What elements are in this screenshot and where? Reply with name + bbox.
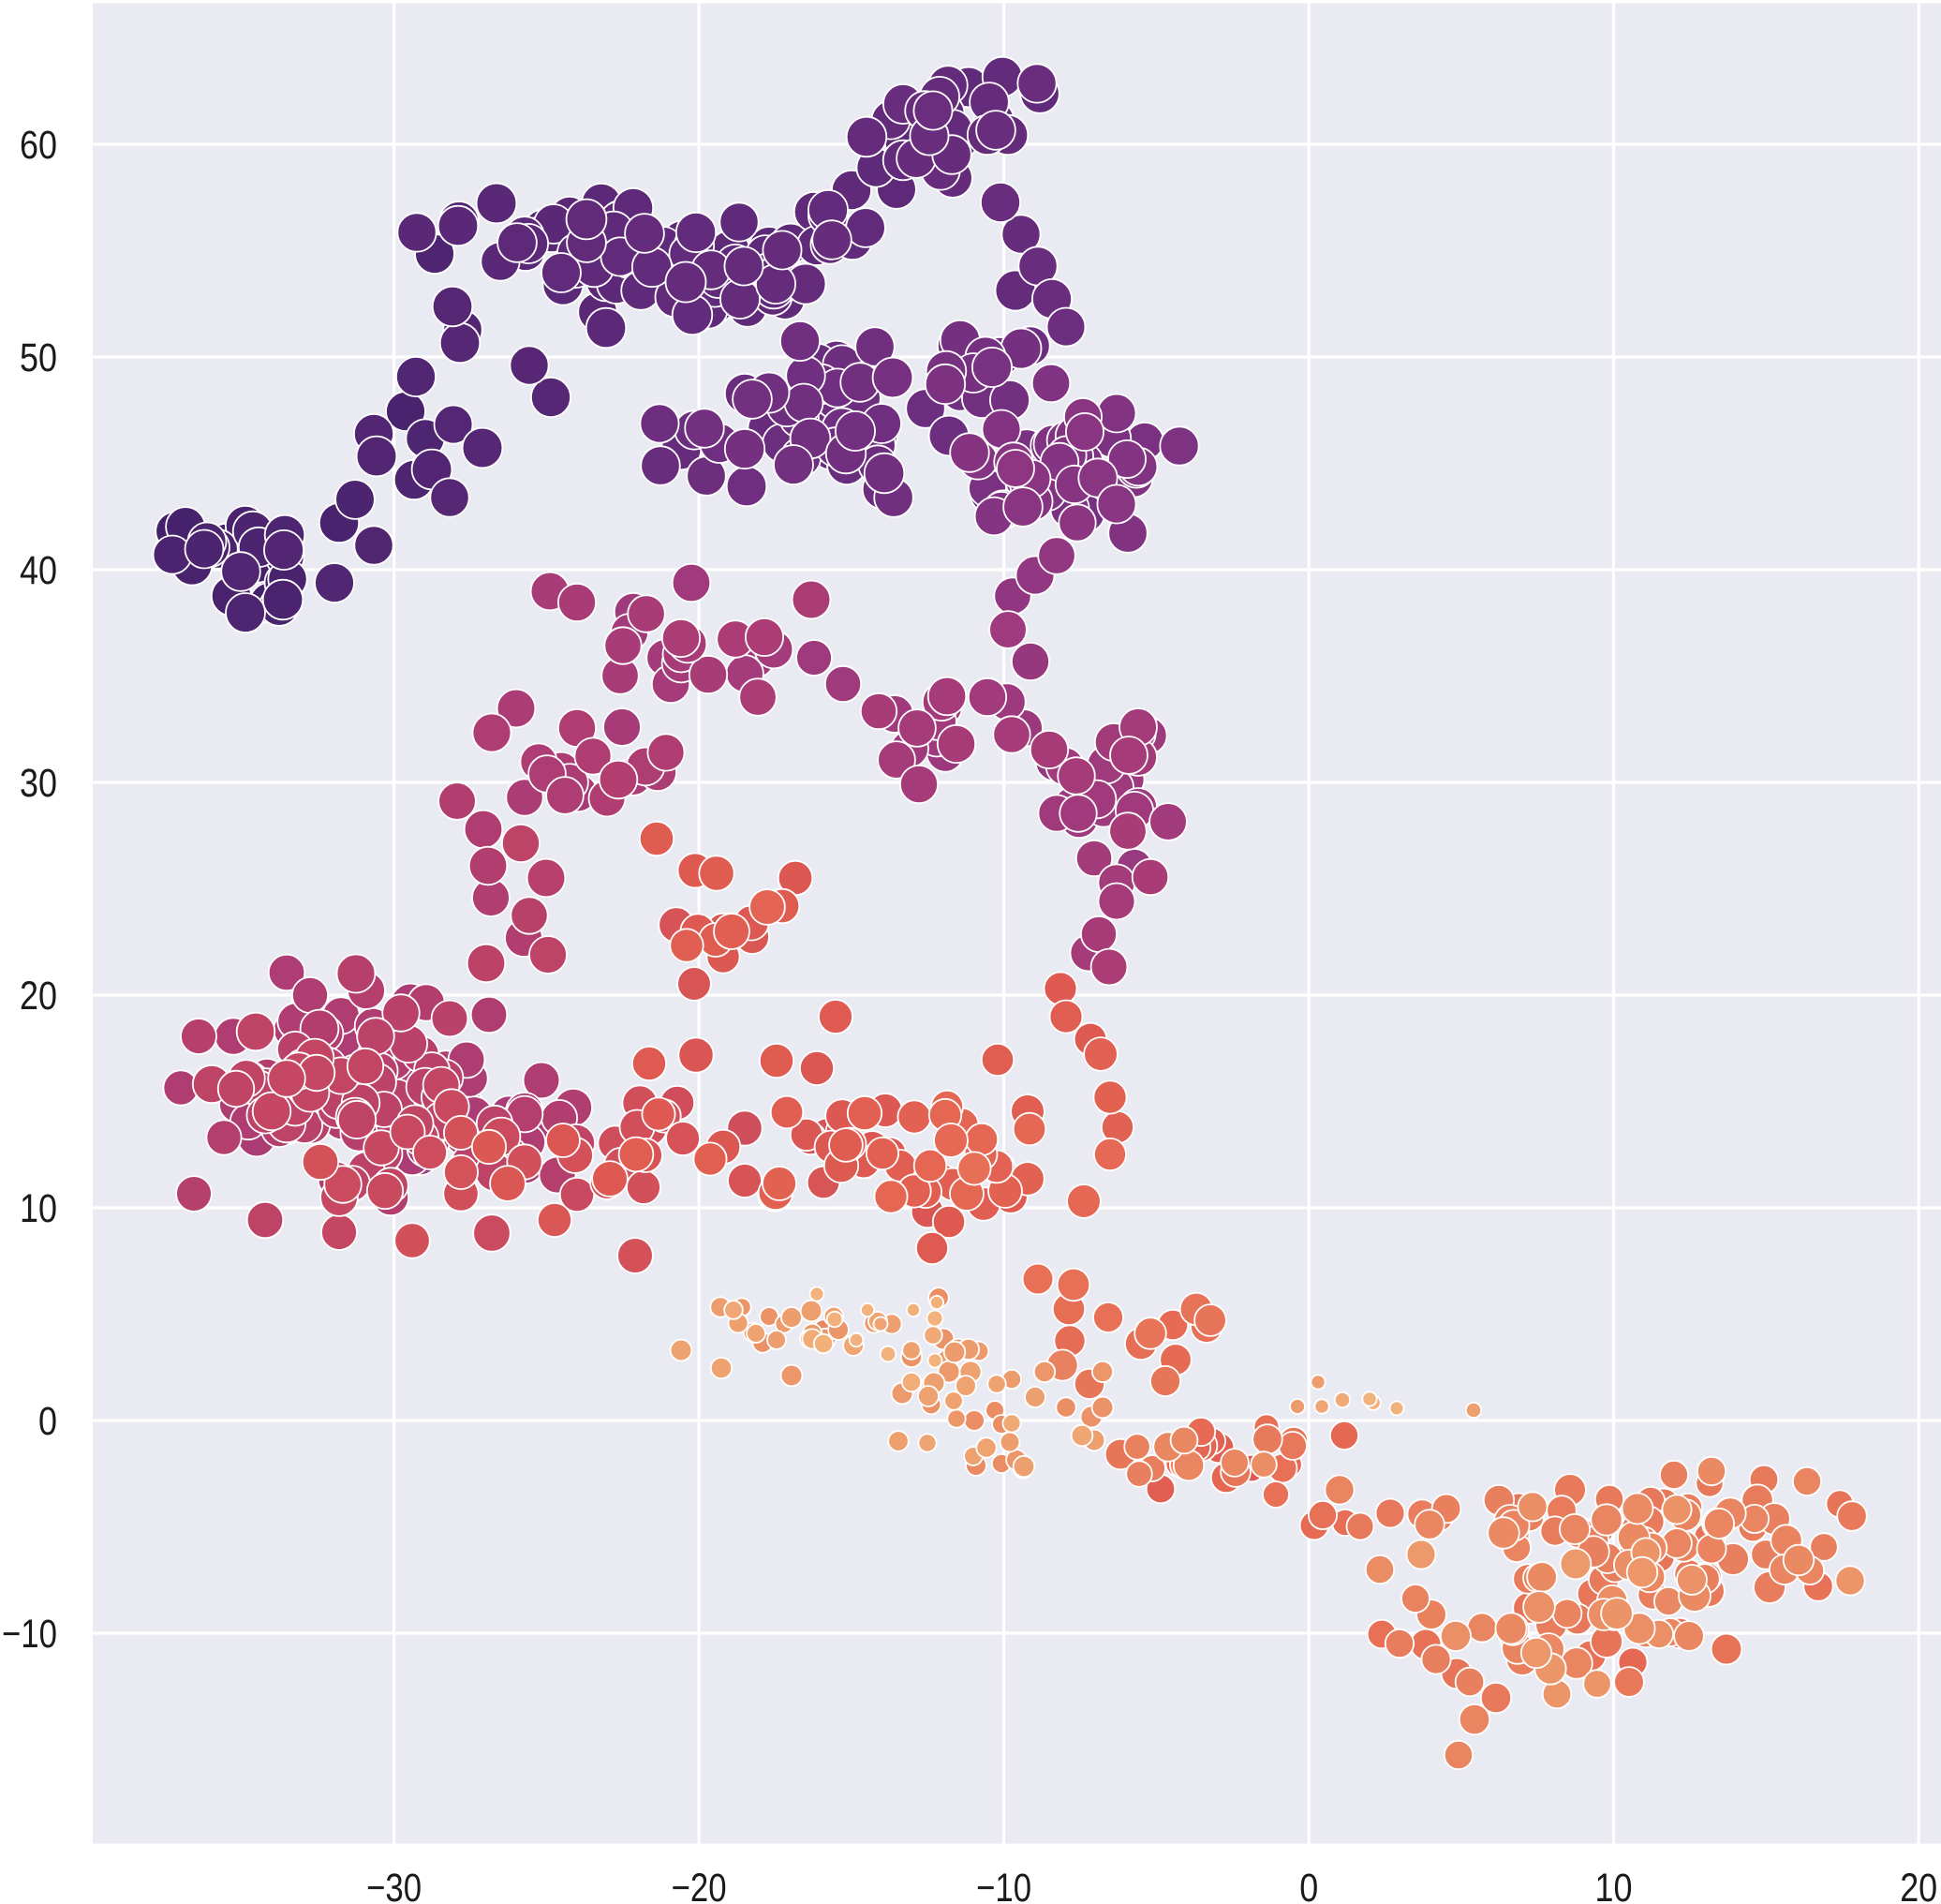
- svg-text:60: 60: [20, 123, 57, 168]
- svg-text:0: 0: [38, 1399, 57, 1444]
- svg-text:40: 40: [20, 548, 57, 593]
- svg-text:50: 50: [20, 335, 57, 380]
- svg-text:0: 0: [1299, 1866, 1318, 1904]
- svg-text:10: 10: [20, 1186, 57, 1231]
- svg-text:−30: −30: [366, 1866, 422, 1904]
- svg-text:−20: −20: [672, 1866, 727, 1904]
- svg-text:10: 10: [1595, 1866, 1633, 1904]
- svg-text:20: 20: [20, 974, 57, 1019]
- svg-text:30: 30: [20, 761, 57, 806]
- svg-text:−10: −10: [2, 1612, 57, 1657]
- svg-text:20: 20: [1900, 1866, 1937, 1904]
- svg-text:−10: −10: [976, 1866, 1031, 1904]
